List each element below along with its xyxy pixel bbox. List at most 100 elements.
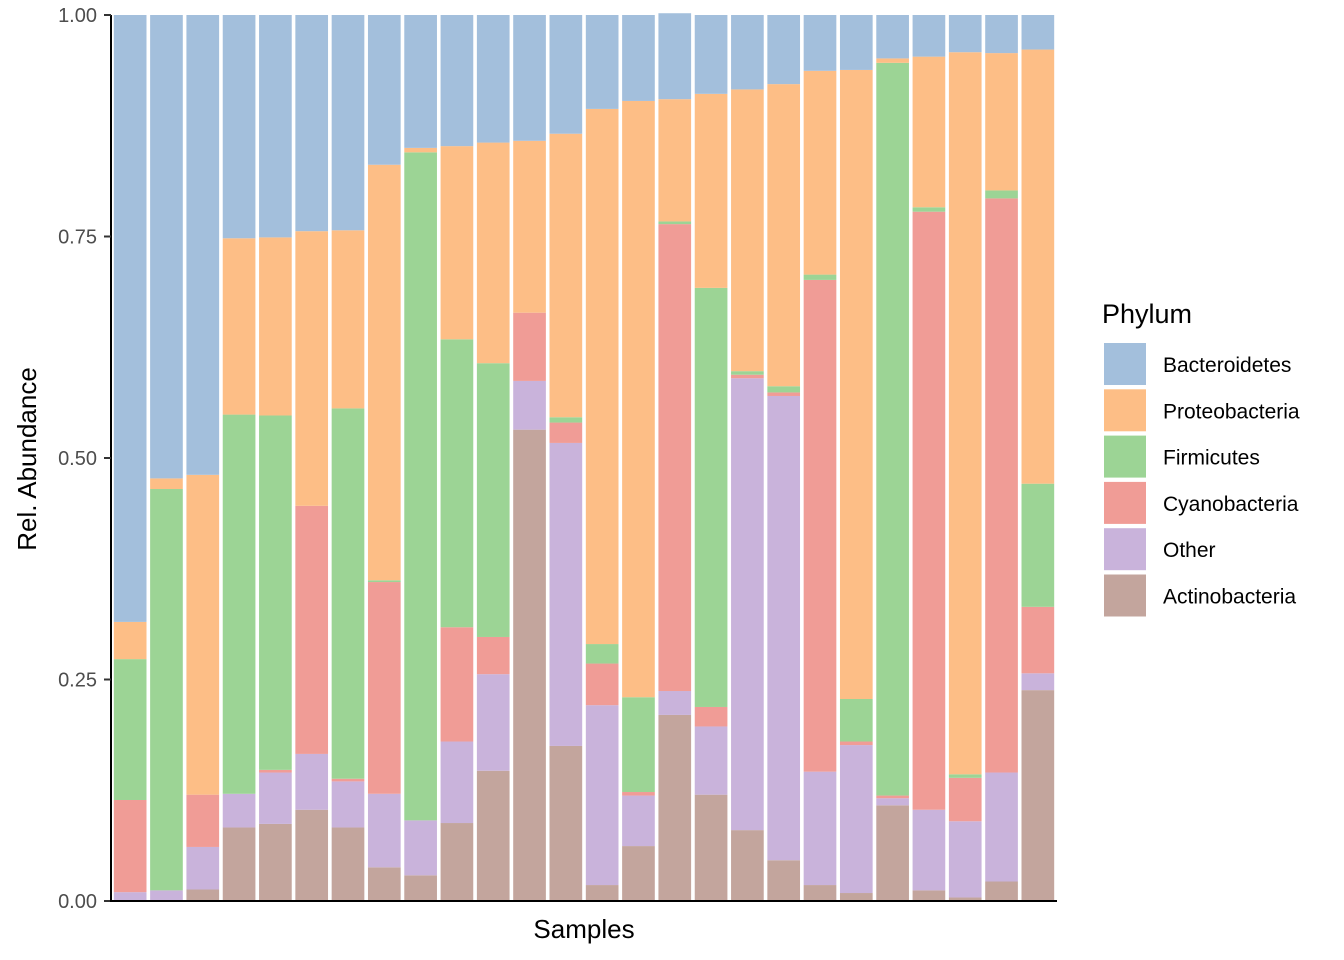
- bar-segment-bacteroidetes: [259, 15, 292, 238]
- bar-segment-firmicutes: [839, 698, 873, 742]
- bar-segment-bacteroidetes: [767, 15, 801, 85]
- bar-segment-actinobacteria: [694, 794, 728, 901]
- bar-segment-cyanobacteria: [367, 582, 401, 794]
- x-axis-title: Samples: [533, 914, 634, 944]
- bar-segment-proteobacteria: [767, 84, 801, 387]
- bar-segment-bacteroidetes: [367, 15, 401, 165]
- bar-sample-4: [222, 15, 256, 901]
- bar-sample-1: [113, 15, 147, 901]
- bar-sample-15: [622, 15, 655, 901]
- bar-sample-6: [295, 15, 329, 901]
- bar-segment-other: [259, 772, 292, 824]
- plot-area: [113, 13, 1055, 901]
- bar-segment-other: [476, 674, 510, 771]
- bar-segment-proteobacteria: [404, 147, 437, 153]
- bar-segment-cyanobacteria: [658, 224, 692, 692]
- bar-segment-actinobacteria: [803, 885, 837, 901]
- bar-segment-cyanobacteria: [622, 792, 655, 796]
- bar-segment-proteobacteria: [694, 93, 728, 288]
- bar-segment-cyanobacteria: [767, 392, 801, 396]
- bar-segment-cyanobacteria: [513, 312, 546, 381]
- bar-segment-other: [876, 798, 909, 806]
- bar-segment-bacteroidetes: [731, 15, 764, 90]
- bar-segment-other: [622, 795, 655, 847]
- bar-sample-19: [767, 15, 801, 901]
- bar-segment-other: [150, 890, 183, 901]
- bar-segment-other: [1021, 673, 1055, 691]
- bar-segment-bacteroidetes: [1021, 15, 1055, 50]
- legend-label: Bacteroidetes: [1163, 354, 1291, 377]
- bar-segment-bacteroidetes: [476, 15, 510, 143]
- bar-segment-proteobacteria: [113, 621, 147, 660]
- bar-sample-21: [839, 15, 873, 901]
- bar-segment-proteobacteria: [912, 56, 946, 208]
- legend-label: Proteobacteria: [1163, 400, 1300, 423]
- bar-segment-bacteroidetes: [150, 15, 183, 479]
- bar-segment-proteobacteria: [585, 108, 619, 645]
- bar-segment-firmicutes: [731, 371, 764, 375]
- legend-label: Firmicutes: [1163, 447, 1260, 470]
- legend: Phylum Bacteroidetes Proteobacteria Firmic…: [1102, 299, 1300, 617]
- y-tick-label: 0.25: [58, 670, 97, 692]
- y-ticks: 0.00 0.25 0.50 0.75 1.00: [58, 5, 111, 913]
- legend-item-other: Other: [1104, 528, 1216, 571]
- bar-segment-bacteroidetes: [876, 15, 909, 59]
- legend-swatch: [1104, 343, 1146, 385]
- bar-segment-actinobacteria: [767, 860, 801, 901]
- bar-segment-actinobacteria: [658, 714, 692, 901]
- bar-segment-other: [113, 892, 147, 901]
- bar-segment-cyanobacteria: [985, 198, 1018, 773]
- bar-segment-other: [948, 821, 982, 898]
- bar-segment-firmicutes: [222, 414, 256, 794]
- bar-segment-bacteroidetes: [694, 15, 728, 94]
- bar-segment-cyanobacteria: [694, 706, 728, 727]
- bar-segment-bacteroidetes: [839, 15, 873, 70]
- bar-segment-other: [803, 771, 837, 886]
- bar-segment-actinobacteria: [331, 827, 365, 901]
- bar-sample-22: [876, 15, 909, 901]
- bar-segment-actinobacteria: [622, 846, 655, 901]
- bar-segment-bacteroidetes: [985, 15, 1018, 54]
- y-tick-label: 0.75: [58, 227, 97, 249]
- bar-segment-firmicutes: [440, 339, 474, 628]
- bar-segment-other: [585, 705, 619, 886]
- bar-segment-firmicutes: [694, 287, 728, 707]
- bar-segment-bacteroidetes: [113, 15, 147, 622]
- bar-segment-bacteroidetes: [331, 15, 365, 231]
- bar-segment-bacteroidetes: [404, 15, 437, 148]
- bar-segment-proteobacteria: [440, 146, 474, 340]
- bar-segment-other: [767, 395, 801, 861]
- bar-segment-other: [186, 846, 220, 890]
- bar-segment-other: [513, 380, 546, 430]
- bar-sample-13: [549, 15, 583, 901]
- bar-segment-firmicutes: [549, 417, 583, 423]
- bar-segment-proteobacteria: [948, 52, 982, 775]
- bar-segment-actinobacteria: [222, 827, 256, 901]
- bar-segment-proteobacteria: [839, 69, 873, 699]
- bar-segment-proteobacteria: [731, 89, 764, 372]
- bar-sample-2: [150, 15, 183, 901]
- bar-segment-proteobacteria: [803, 70, 837, 275]
- bar-segment-bacteroidetes: [948, 15, 982, 53]
- bar-segment-proteobacteria: [658, 99, 692, 222]
- bar-segment-other: [731, 378, 764, 831]
- legend-swatch: [1104, 481, 1146, 524]
- bar-segment-actinobacteria: [186, 889, 220, 901]
- bar-sample-12: [513, 15, 546, 901]
- bar-sample-7: [331, 15, 365, 901]
- bar-segment-firmicutes: [331, 408, 365, 779]
- bar-sample-10: [440, 15, 474, 901]
- legend-item-actinobacteria: Actinobacteria: [1104, 574, 1296, 617]
- bar-segment-bacteroidetes: [295, 15, 329, 232]
- y-axis: 0.00 0.25 0.50 0.75 1.00: [58, 5, 112, 913]
- bar-segment-other: [549, 442, 583, 746]
- bar-segment-proteobacteria: [476, 142, 510, 364]
- bar-segment-other: [367, 793, 401, 868]
- bar-segment-firmicutes: [1021, 483, 1055, 607]
- legend-item-cyanobacteria: Cyanobacteria: [1104, 481, 1299, 524]
- bar-segment-bacteroidetes: [585, 15, 619, 109]
- bar-segment-actinobacteria: [404, 875, 437, 901]
- bar-segment-proteobacteria: [549, 133, 583, 418]
- bar-segment-bacteroidetes: [549, 15, 583, 134]
- bar-sample-17: [694, 15, 728, 901]
